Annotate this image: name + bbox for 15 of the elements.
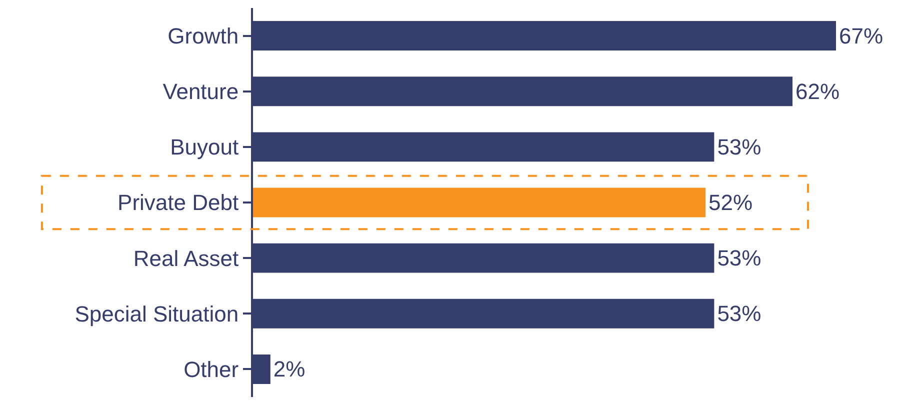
data-label: 53% xyxy=(717,134,762,160)
y-tick-label: Growth xyxy=(168,23,239,48)
data-label: 67% xyxy=(839,23,884,48)
data-label: 53% xyxy=(717,246,762,271)
data-label: 53% xyxy=(717,301,762,326)
y-tick-label: Real Asset xyxy=(133,246,239,271)
y-tick-label: Private Debt xyxy=(118,190,239,216)
y-tick-label: Venture xyxy=(162,79,239,104)
y-tick-label: Buyout xyxy=(170,134,239,160)
y-tick-label: Other xyxy=(184,356,239,382)
bar xyxy=(253,188,706,218)
data-label: 2% xyxy=(273,356,306,382)
data-label: 52% xyxy=(708,190,753,215)
y-tick-label: Special Situation xyxy=(74,301,239,326)
data-label: 62% xyxy=(795,78,840,104)
